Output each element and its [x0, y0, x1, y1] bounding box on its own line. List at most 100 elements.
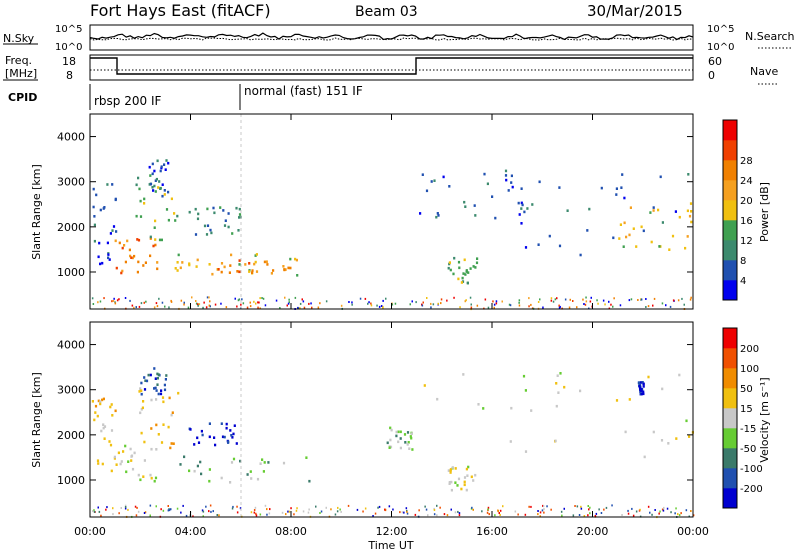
echo-cell	[463, 258, 466, 262]
echo-cell	[621, 173, 624, 176]
echo-cell	[600, 186, 603, 190]
echo-cell	[421, 304, 424, 307]
echo-cell	[195, 265, 198, 268]
echo-cell	[266, 513, 268, 516]
echo-cell	[317, 306, 320, 309]
echo-cell	[492, 300, 494, 303]
echo-cell	[220, 270, 223, 274]
echo-cell	[111, 183, 114, 186]
echo-cell	[625, 235, 628, 239]
echo-cell	[404, 441, 407, 444]
echo-cell	[150, 427, 153, 430]
echo-cell	[163, 189, 166, 192]
echo-cell	[610, 303, 612, 306]
echo-cell	[668, 248, 671, 251]
echo-cell	[227, 441, 230, 444]
echo-cell	[308, 479, 311, 483]
echo-cell	[563, 507, 565, 510]
echo-cell	[196, 436, 199, 440]
echo-cell	[652, 430, 655, 434]
echo-cell	[463, 480, 466, 484]
echo-cell	[364, 507, 367, 510]
echo-cell	[229, 481, 232, 484]
echo-cell	[580, 507, 583, 510]
echo-cell	[93, 239, 96, 243]
echo-cell	[263, 461, 266, 464]
echo-cell	[440, 298, 443, 301]
freq-tick-top: 18	[62, 55, 76, 68]
echo-cell	[498, 512, 500, 514]
echo-cell	[194, 207, 197, 211]
echo-cell	[531, 307, 534, 310]
echo-cell	[684, 246, 687, 250]
echo-cell	[183, 301, 185, 304]
echo-cell	[165, 374, 168, 377]
colorbar-tick-label: 16	[740, 216, 753, 227]
echo-cell	[351, 303, 353, 306]
echo-cell	[448, 482, 451, 485]
echo-cell	[426, 297, 428, 299]
echo-cell	[640, 225, 643, 229]
echo-cell	[154, 386, 157, 390]
echo-cell	[144, 261, 147, 264]
echo-cell	[154, 377, 157, 380]
echo-cell	[433, 179, 436, 182]
echo-cell	[143, 512, 146, 514]
echo-cell	[642, 392, 645, 396]
echo-cell	[160, 441, 164, 444]
echo-cell	[576, 505, 579, 508]
echo-cell	[227, 225, 230, 229]
echo-cell	[378, 505, 381, 508]
echo-cell	[465, 467, 468, 471]
echo-cell	[433, 513, 436, 516]
echo-cell	[179, 266, 182, 270]
echo-cell	[559, 372, 562, 375]
colorbar-swatch	[723, 280, 737, 301]
echo-cell	[289, 257, 292, 261]
echo-cell	[303, 306, 306, 309]
echo-cell	[288, 298, 290, 301]
echo-cell	[106, 241, 109, 245]
echo-cell	[159, 169, 162, 173]
echo-cell	[229, 429, 232, 432]
echo-cell	[103, 425, 107, 428]
echo-cell	[97, 506, 99, 509]
echo-cell	[302, 300, 305, 303]
echo-cell	[407, 441, 410, 444]
echo-cell	[109, 443, 113, 447]
echo-cell	[678, 514, 681, 517]
echo-cell	[602, 299, 605, 302]
echo-cell	[193, 469, 196, 473]
echo-cell	[94, 411, 97, 414]
echo-cell	[172, 442, 175, 445]
echo-cell	[457, 260, 461, 264]
echo-cell	[153, 306, 156, 309]
echo-cell	[611, 504, 613, 507]
echo-cell	[124, 297, 127, 299]
echo-cell	[414, 513, 417, 516]
echo-cell	[308, 302, 310, 305]
echo-cell	[236, 305, 238, 308]
echo-cell	[430, 180, 433, 183]
echo-cell	[158, 180, 161, 183]
echo-cell	[452, 272, 455, 276]
echo-cell	[524, 513, 527, 516]
echo-cell	[351, 301, 353, 304]
echo-cell	[155, 389, 158, 392]
echo-cell	[168, 509, 171, 512]
echo-cell	[229, 264, 232, 267]
echo-cell	[257, 301, 259, 304]
echo-cell	[619, 304, 622, 307]
echo-cell	[389, 426, 392, 430]
echo-cell	[225, 422, 228, 426]
echo-cell	[196, 258, 199, 262]
echo-cell	[217, 268, 220, 271]
echo-cell	[464, 205, 467, 208]
echo-cell	[666, 507, 669, 510]
echo-cell	[389, 438, 392, 442]
echo-cell	[674, 210, 677, 213]
echo-cell	[91, 400, 94, 403]
echo-cell	[101, 398, 104, 402]
echo-cell	[231, 232, 234, 235]
echo-cell	[458, 514, 461, 517]
